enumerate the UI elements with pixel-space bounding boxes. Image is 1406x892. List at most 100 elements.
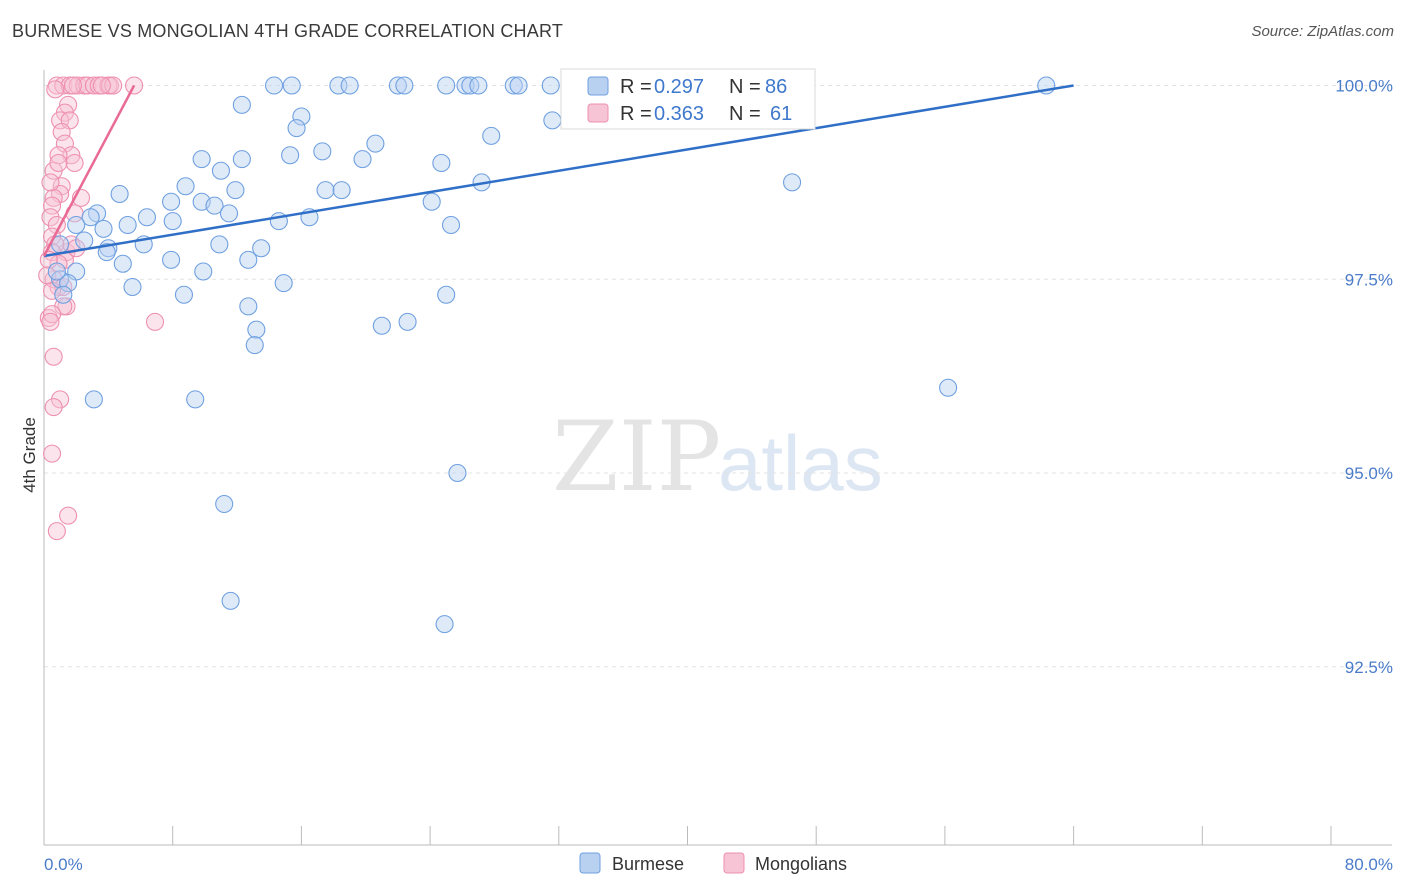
mongolians-point bbox=[47, 522, 66, 541]
burmese-point bbox=[432, 153, 451, 173]
mongolians-point bbox=[44, 188, 63, 207]
legend-swatch-mongolians bbox=[587, 103, 609, 123]
mongolians-point bbox=[51, 111, 70, 130]
burmese-point bbox=[274, 274, 293, 293]
burmese-point bbox=[245, 336, 264, 355]
burmese-point bbox=[192, 150, 211, 169]
burmese-point bbox=[94, 219, 113, 238]
mongolians-point bbox=[44, 347, 63, 366]
burmese-point bbox=[47, 262, 66, 281]
burmese-point bbox=[211, 161, 231, 180]
burmese-point bbox=[215, 494, 234, 514]
burmese-point bbox=[435, 615, 454, 634]
burmese-point bbox=[123, 277, 142, 297]
burmese-point bbox=[84, 390, 103, 409]
burmese-point bbox=[176, 177, 195, 196]
burmese-point bbox=[441, 215, 461, 235]
watermark-atlas: atlas bbox=[718, 419, 883, 507]
burmese-point bbox=[353, 150, 372, 169]
burmese-point bbox=[332, 181, 351, 200]
mongolians-point bbox=[63, 76, 83, 95]
burmese-point bbox=[509, 76, 528, 95]
trendlines bbox=[42, 84, 1074, 258]
burmese-point bbox=[118, 215, 137, 235]
bottom-legend-swatch-burmese bbox=[579, 852, 601, 874]
x-tick-label-0: 0.0% bbox=[44, 855, 83, 874]
mongolians-point bbox=[59, 506, 78, 525]
burmese-point bbox=[398, 312, 417, 331]
burmese-point bbox=[265, 76, 284, 95]
legend-mongolians-n-label: N = bbox=[729, 103, 761, 125]
burmese-point bbox=[282, 76, 301, 95]
y-tick-label-1: 95.0% bbox=[1345, 464, 1393, 483]
trendline-burmese bbox=[43, 84, 1074, 258]
mongolians-point bbox=[65, 153, 84, 173]
burmese-point bbox=[372, 316, 391, 335]
x-tick-labels: 0.0% 80.0% bbox=[44, 855, 1393, 874]
legend: R = 0.297 N = 86 R = 0.363 N = 61 bbox=[560, 68, 816, 130]
mongolians-point bbox=[92, 76, 111, 95]
burmese-point bbox=[162, 250, 181, 269]
watermark: ZIP atlas bbox=[552, 401, 883, 513]
burmese-point bbox=[174, 285, 194, 304]
burmese-point bbox=[226, 181, 245, 200]
burmese-point bbox=[448, 463, 467, 483]
burmese-point bbox=[541, 76, 560, 95]
burmese-point bbox=[113, 254, 132, 273]
legend-burmese-r-value: 0.297 bbox=[654, 76, 704, 98]
y-tick-label-0: 92.5% bbox=[1345, 658, 1393, 677]
burmese-point bbox=[219, 204, 239, 223]
legend-mongolians-n-value: 61 bbox=[770, 103, 792, 125]
burmese-point bbox=[340, 76, 359, 95]
mongolians-point bbox=[41, 312, 60, 331]
burmese-point bbox=[59, 274, 78, 293]
burmese-point bbox=[504, 76, 523, 95]
burmese-point bbox=[110, 184, 129, 204]
trendline-mongolians bbox=[42, 84, 136, 257]
mongolians-point bbox=[145, 312, 165, 331]
burmese-point bbox=[388, 76, 407, 95]
burmese-point bbox=[67, 215, 86, 235]
bottom-legend: Burmese Mongolians bbox=[579, 852, 847, 874]
bottom-legend-burmese: Burmese bbox=[612, 854, 684, 874]
burmese-point bbox=[456, 76, 475, 95]
burmese-point bbox=[543, 111, 562, 130]
bottom-legend-swatch-mongolians bbox=[723, 852, 745, 874]
burmese-point bbox=[292, 107, 311, 126]
legend-mongolians-r-value: 0.363 bbox=[654, 103, 704, 125]
burmese-point bbox=[232, 95, 251, 114]
burmese-point bbox=[239, 297, 258, 316]
y-tick-label-2: 97.5% bbox=[1345, 270, 1393, 289]
burmese-point bbox=[239, 250, 258, 269]
burmese-point bbox=[247, 320, 266, 339]
burmese-point bbox=[316, 181, 335, 200]
burmese-point bbox=[210, 235, 229, 254]
mongolians-point bbox=[44, 398, 63, 417]
legend-burmese-n-label: N = bbox=[729, 76, 761, 98]
burmese-point bbox=[186, 390, 205, 409]
burmese-point bbox=[939, 378, 958, 397]
burmese-point bbox=[366, 134, 385, 153]
mongolians-point bbox=[42, 305, 62, 324]
chart-title: BURMESE VS MONGOLIAN 4TH GRADE CORRELATI… bbox=[12, 21, 564, 41]
burmese-point bbox=[137, 208, 157, 227]
burmese-point bbox=[469, 76, 488, 95]
burmese-point bbox=[281, 146, 300, 165]
burmese-point bbox=[221, 591, 240, 610]
burmese-point bbox=[783, 173, 802, 192]
burmese-point bbox=[54, 285, 73, 304]
burmese-point bbox=[97, 243, 116, 262]
burmese-point bbox=[252, 239, 271, 258]
burmese-point bbox=[395, 76, 414, 95]
mongolians-point bbox=[49, 153, 68, 173]
burmese-point bbox=[437, 285, 456, 304]
burmese-point bbox=[163, 212, 182, 231]
burmese-point bbox=[287, 119, 306, 138]
burmese-point bbox=[81, 208, 100, 227]
mongolians-point bbox=[41, 173, 60, 192]
legend-burmese-n-value: 86 bbox=[765, 76, 787, 98]
burmese-point bbox=[194, 262, 213, 281]
mongolians-point bbox=[52, 122, 71, 142]
mongolians-point bbox=[55, 134, 74, 153]
legend-mongolians-r-label: R = bbox=[620, 103, 652, 125]
